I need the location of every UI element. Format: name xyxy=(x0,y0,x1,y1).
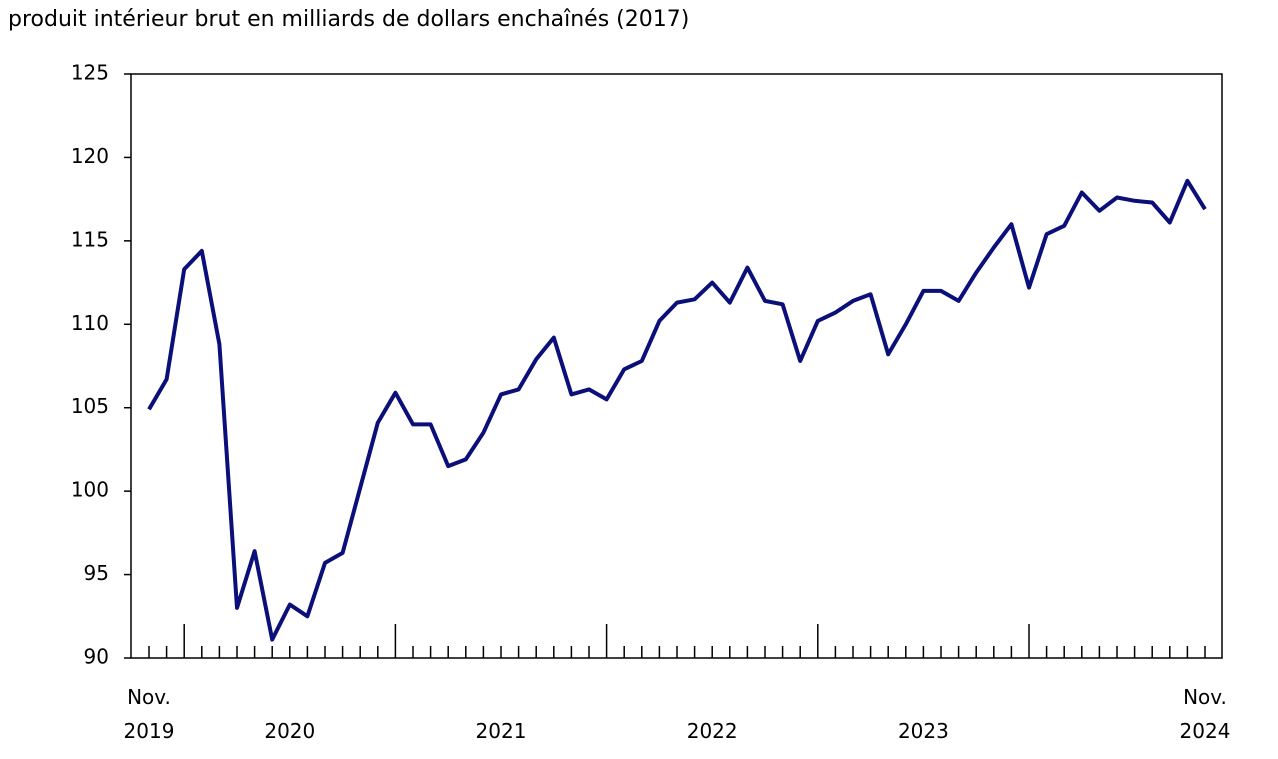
y-tick-label: 120 xyxy=(71,144,109,168)
x-tick-label: Nov. 2019 xyxy=(123,685,175,743)
chart-title: produit intérieur brut en milliards de d… xyxy=(8,7,689,32)
line-series xyxy=(147,178,1207,642)
y-tick-label: 105 xyxy=(71,394,109,418)
x-tick-label: 2021 xyxy=(475,719,527,743)
y-tick-label: 90 xyxy=(84,645,109,669)
x-tick-label: Nov. 2024 xyxy=(1179,685,1231,743)
y-tick-label: 115 xyxy=(71,227,109,251)
y-tick-label: 95 xyxy=(84,561,109,585)
plot-frame xyxy=(130,73,1223,659)
y-tick-label: 110 xyxy=(71,311,109,335)
y-tick-label: 125 xyxy=(71,61,109,85)
x-tick-label: 2022 xyxy=(686,719,738,743)
y-tick-label: 100 xyxy=(71,478,109,502)
x-tick-label: 2020 xyxy=(264,719,316,743)
x-tick-label: 2023 xyxy=(897,719,949,743)
